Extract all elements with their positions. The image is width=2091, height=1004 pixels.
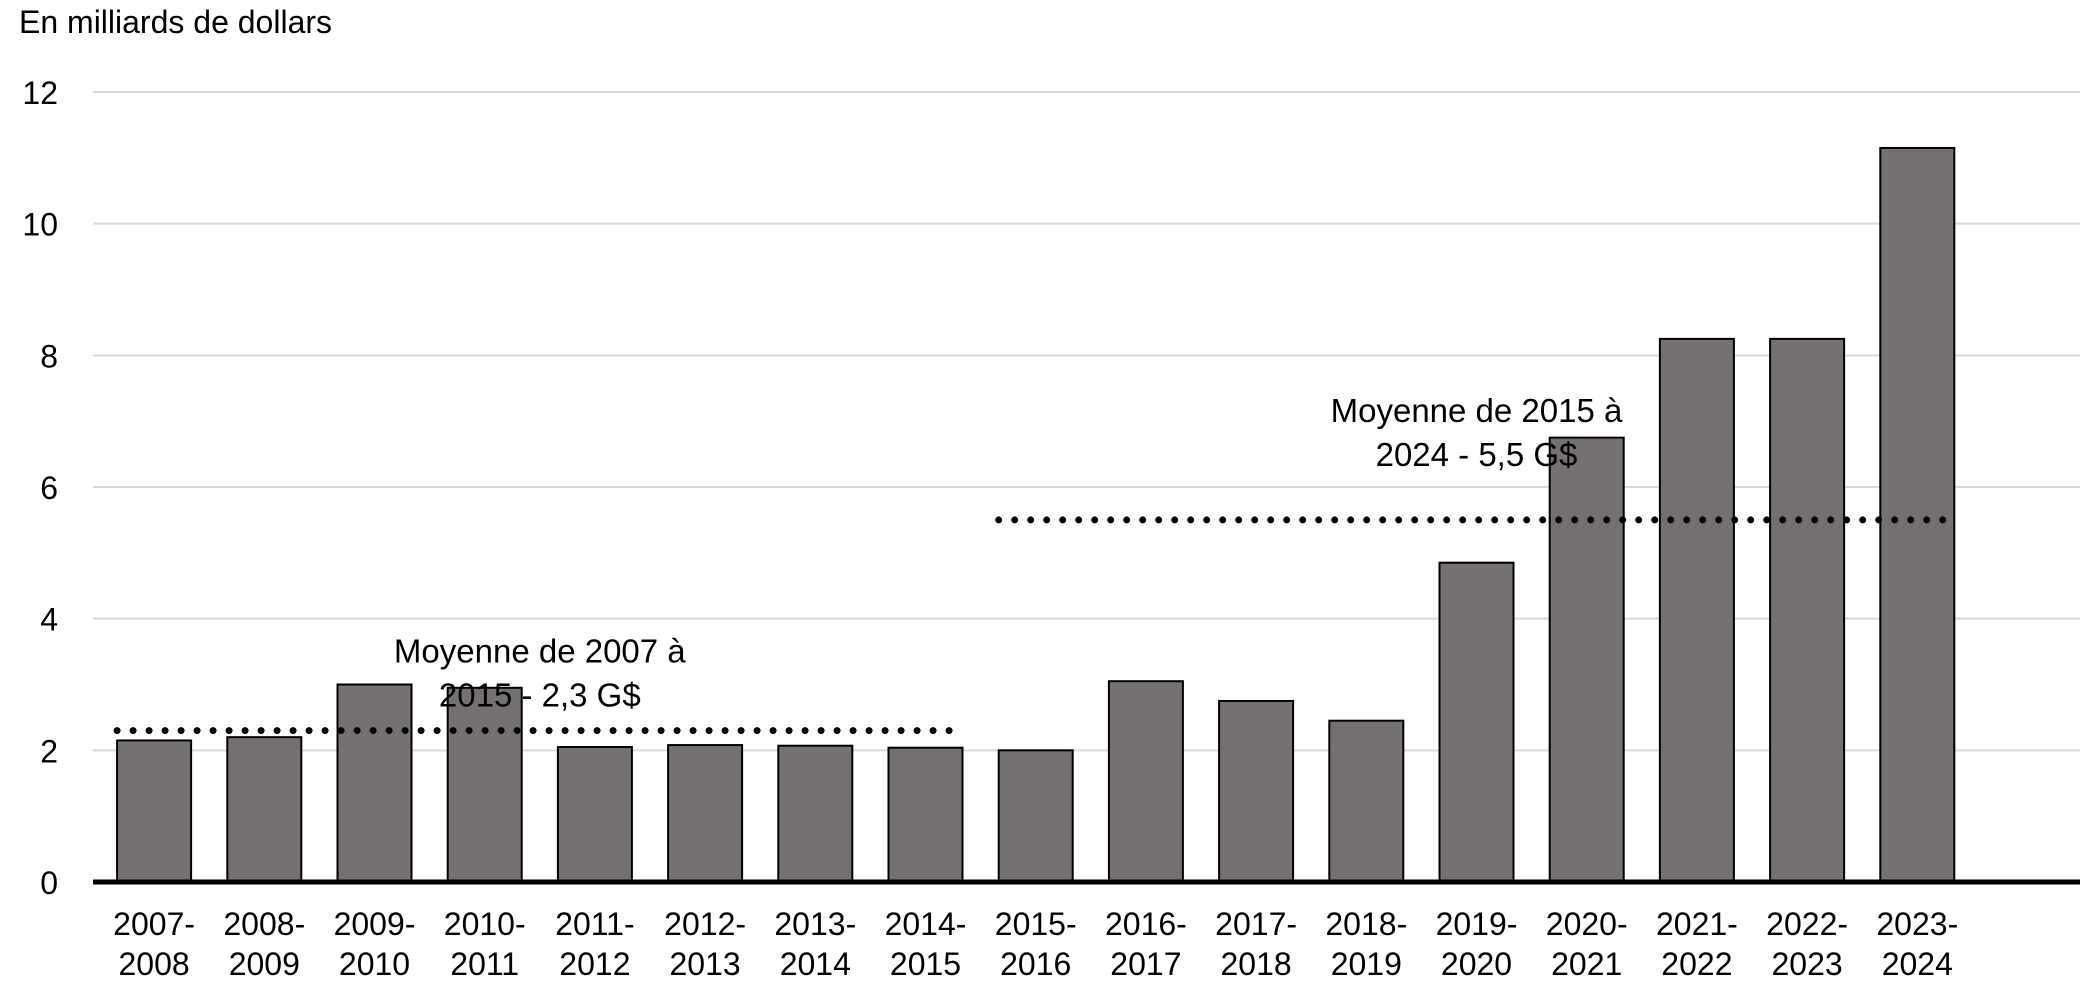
average-annotation: 2024 - 5,5 G$ [1376,436,1578,473]
x-tick-label: 2022 [1661,946,1732,982]
bar [1769,337,1846,883]
bar [1658,337,1735,883]
y-tick-label: 0 [40,865,58,901]
average-annotation: Moyenne de 2007 à [394,633,686,670]
x-tick-label: 2023- [1876,906,1958,942]
x-tick-label: 2013 [670,946,741,982]
x-tick-label: 2015 [890,946,961,982]
x-tick-label: 2015- [995,906,1077,942]
bar [1107,680,1184,883]
bar [887,746,964,884]
x-tick-label: 2007- [113,906,195,942]
x-tick-label: 2016 [1000,946,1071,982]
average-annotation: 2015 - 2,3 G$ [439,677,641,714]
y-axis-ticks: 0 2 4 6 8 10 12 [22,75,58,901]
y-tick-label: 2 [40,733,58,769]
bar [336,683,413,883]
bar [777,744,854,883]
x-tick-label: 2009- [334,906,416,942]
x-tick-label: 2023 [1772,946,1843,982]
bar [1328,719,1405,883]
bar [1218,699,1295,883]
bar [556,746,633,884]
x-tick-label: 2008- [223,906,305,942]
x-tick-label: 2012- [664,906,746,942]
x-tick-label: 2017- [1215,906,1297,942]
x-tick-label: 2020 [1441,946,1512,982]
x-tick-label: 2011- [555,906,634,942]
bars [116,146,1956,884]
gridlines [93,91,2080,752]
x-tick-label: 2014- [885,906,967,942]
annotations: Moyenne de 2007 à 2015 - 2,3 G$ Moyenne de… [394,392,1623,714]
y-tick-label: 8 [40,338,58,374]
x-tick-label: 2018- [1325,906,1407,942]
x-tick-label: 2019 [1331,946,1402,982]
y-tick-label: 6 [40,470,58,506]
x-tick-label: 2010- [444,906,526,942]
x-tick-label: 2008 [119,946,190,982]
bar [1438,561,1515,883]
bar [1879,146,1956,884]
x-axis-ticks: 2007- 2008 2008- 2009 2009- 2010 2010- 2011 2011… [113,906,1958,982]
y-axis-label: En milliards de dollars [19,4,332,40]
average-annotation: Moyenne de 2015 à [1331,392,1623,429]
average-lines [113,516,1958,735]
x-tick-label: 2022- [1766,906,1848,942]
bar [997,749,1074,883]
x-tick-label: 2014 [780,946,851,982]
x-tick-label: 2018 [1221,946,1292,982]
bar [446,686,523,884]
x-tick-label: 2024 [1882,946,1953,982]
bar [667,744,744,883]
x-tick-label: 2017 [1110,946,1181,982]
x-tick-label: 2020- [1546,906,1628,942]
x-tick-label: 2021- [1656,906,1738,942]
y-tick-label: 4 [40,602,58,638]
y-tick-label: 12 [22,75,58,111]
x-tick-label: 2013- [774,906,856,942]
x-tick-label: 2019- [1436,906,1518,942]
x-tick-label: 2011 [450,946,519,982]
x-tick-label: 2009 [229,946,300,982]
y-tick-label: 10 [22,207,58,243]
x-tick-label: 2016- [1105,906,1187,942]
bar [226,736,303,884]
bar [1548,436,1625,883]
x-tick-label: 2010 [339,946,410,982]
x-tick-label: 2012 [559,946,630,982]
bar [116,739,193,883]
x-tick-label: 2021 [1551,946,1622,982]
